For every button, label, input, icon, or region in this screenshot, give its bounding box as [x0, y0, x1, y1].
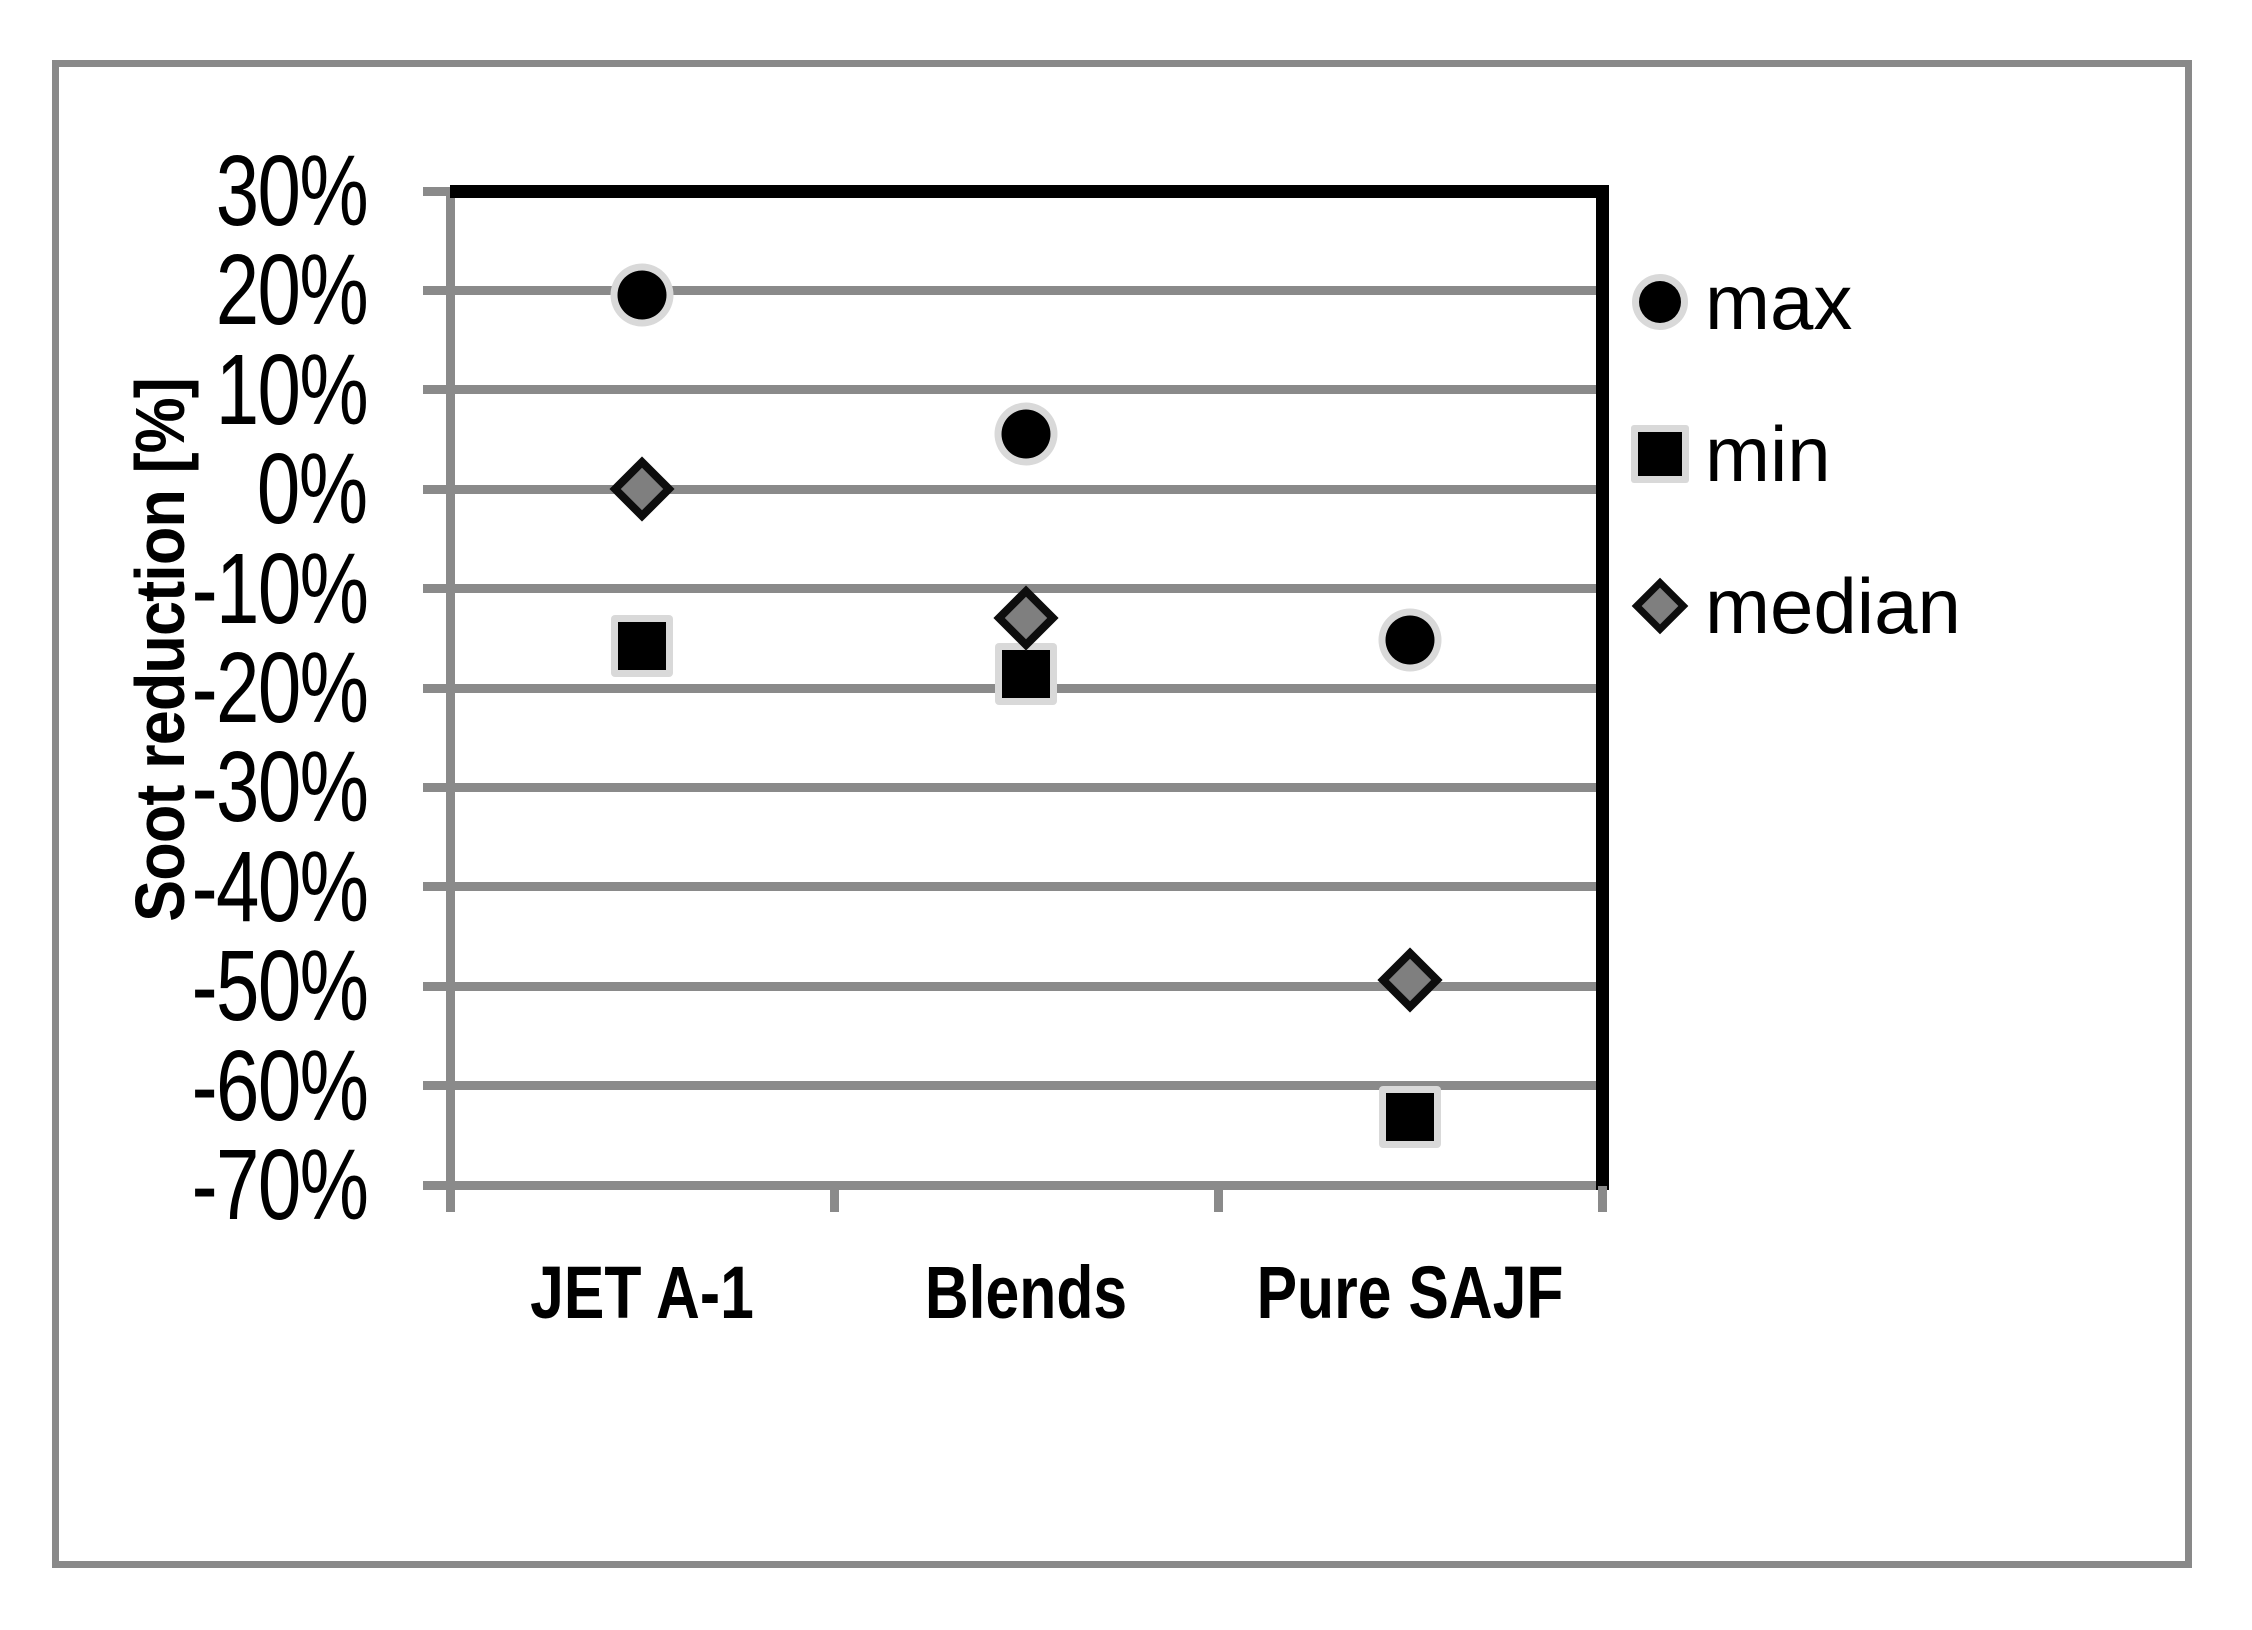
- y-tick-label: -50%: [191, 930, 368, 1043]
- x-tick-mark: [445, 1186, 455, 1212]
- marker-square-min: [611, 615, 673, 678]
- legend-label-min: min: [1705, 410, 1831, 498]
- gridline: [423, 981, 1602, 991]
- y-tick-label: 20%: [215, 234, 369, 347]
- y-tick-mark: [423, 882, 453, 892]
- marker-circle-max: [994, 402, 1058, 466]
- gridline: [423, 782, 1602, 792]
- legend-label-median: median: [1705, 562, 1961, 650]
- y-tick-label: -30%: [191, 731, 368, 844]
- legend-label-max: max: [1705, 258, 1853, 346]
- legend-marker-circle: [1632, 274, 1688, 330]
- x-tick-mark: [1597, 1186, 1607, 1212]
- x-axis-line: [423, 1181, 1602, 1190]
- y-tick-mark: [423, 584, 453, 594]
- y-axis-line: [446, 187, 455, 1212]
- marker-circle-max: [610, 263, 674, 327]
- y-tick-label: -10%: [191, 532, 368, 645]
- x-category-label: Blends: [924, 1251, 1128, 1334]
- gridline: [423, 882, 1602, 892]
- gridline: [423, 584, 1602, 594]
- plot-border-right: [1596, 185, 1609, 1190]
- gridline: [423, 484, 1602, 494]
- y-tick-label: -40%: [191, 830, 368, 943]
- y-tick-mark: [423, 981, 453, 991]
- y-tick-label: -60%: [191, 1029, 368, 1142]
- gridline: [423, 385, 1602, 395]
- y-tick-mark: [423, 782, 453, 792]
- plot-border-top: [450, 185, 1609, 198]
- y-tick-mark: [423, 186, 453, 196]
- y-tick-label: 30%: [215, 135, 369, 247]
- x-tick-mark: [829, 1186, 839, 1212]
- legend-marker-square: [1631, 425, 1689, 483]
- x-tick-mark: [1213, 1186, 1223, 1212]
- y-tick-mark: [423, 285, 453, 295]
- gridline: [423, 285, 1602, 295]
- legend-marker-diamond: [1631, 577, 1689, 635]
- y-tick-label: 0%: [257, 433, 368, 546]
- y-tick-label: -20%: [191, 632, 368, 744]
- x-category-label: JET A-1: [530, 1251, 754, 1334]
- y-tick-label: 10%: [215, 333, 369, 446]
- figure-border: [52, 60, 2192, 1568]
- y-tick-mark: [423, 484, 453, 494]
- gridline: [423, 1081, 1602, 1091]
- y-tick-mark: [423, 1081, 453, 1091]
- y-tick-mark: [423, 683, 453, 693]
- y-tick-label: -70%: [191, 1129, 368, 1241]
- marker-circle-max: [1378, 608, 1442, 672]
- x-category-label: Pure SAJF: [1256, 1251, 1564, 1334]
- marker-square-min: [995, 643, 1057, 706]
- y-tick-mark: [423, 385, 453, 395]
- marker-square-min: [1379, 1086, 1441, 1149]
